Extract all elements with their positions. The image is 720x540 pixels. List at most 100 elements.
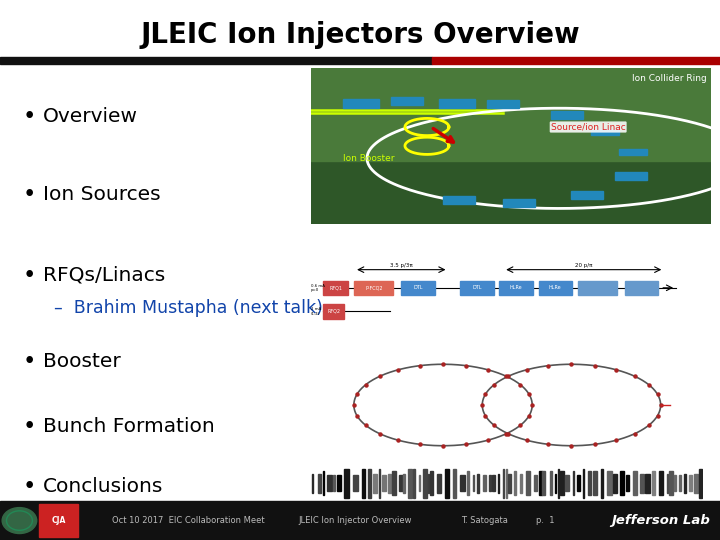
Bar [508,474,511,493]
Bar [625,281,658,295]
Bar [565,475,569,491]
Text: P-FCQ2: P-FCQ2 [365,285,382,291]
Bar [318,474,320,493]
Bar [615,172,647,180]
Text: Conclusions: Conclusions [43,476,163,496]
Bar [311,68,711,161]
Bar [600,469,603,498]
Text: Ion Sources: Ion Sources [43,185,161,204]
Text: Overview: Overview [43,106,138,126]
Text: DTL: DTL [413,285,423,291]
Bar [408,469,412,498]
Text: •: • [23,264,37,287]
Bar [336,475,341,491]
Bar [354,281,393,295]
Circle shape [2,508,37,534]
Bar [487,100,519,108]
Bar [460,475,465,491]
Bar [323,281,348,295]
Bar [443,196,475,204]
Bar [503,469,504,498]
Bar [577,475,580,491]
Bar [343,99,379,108]
Bar [0,57,432,64]
Text: 2 mA
(1:4): 2 mA (1:4) [311,307,321,316]
Bar [684,474,686,493]
Bar [392,471,396,496]
Bar [401,281,435,295]
Bar [588,471,591,496]
Bar [492,475,495,491]
Bar [551,111,582,119]
Bar [660,471,662,496]
Text: –  Brahim Mustapha (next talk): – Brahim Mustapha (next talk) [54,299,323,317]
Bar [652,471,655,496]
Bar [436,474,441,493]
Bar [583,469,585,498]
Bar [590,129,618,135]
Text: •: • [23,183,37,206]
Bar [593,471,597,496]
Text: JLEIC Ion Injectors Overview: JLEIC Ion Injectors Overview [140,21,580,49]
Bar [503,199,535,207]
Bar [500,281,533,295]
Bar [413,469,415,498]
Bar [506,469,508,498]
Text: RFQ2: RFQ2 [327,309,340,314]
Bar [674,475,676,491]
Bar [571,191,603,199]
Bar [467,471,469,496]
Bar [403,474,405,493]
Bar [382,475,386,491]
Bar [520,474,522,493]
Bar [432,57,720,64]
Text: JLEIC Ion Injector Overview: JLEIC Ion Injector Overview [299,516,413,525]
Bar [400,475,402,491]
Bar [578,281,617,295]
Bar [311,161,711,224]
Text: HLRe: HLRe [549,285,562,291]
Text: •: • [23,350,37,373]
Bar [428,474,429,493]
Bar [539,281,572,295]
Bar [626,475,629,491]
Bar [645,474,650,493]
Bar [482,475,487,491]
Bar [559,471,564,496]
Text: Booster: Booster [43,352,121,372]
Bar [323,471,325,496]
Text: DTL: DTL [472,285,482,291]
Bar [477,474,480,493]
Bar [618,149,647,155]
Text: RFQ1: RFQ1 [329,285,342,291]
Bar [573,471,574,496]
Bar [328,475,332,491]
Bar [439,99,475,108]
Bar [344,469,349,498]
Bar [679,475,681,491]
Bar [534,475,536,491]
Text: CJA: CJA [51,516,66,525]
Bar [694,474,698,493]
Text: RFQs/Linacs: RFQs/Linacs [43,266,166,285]
Text: HLRe: HLRe [510,285,523,291]
Bar [620,471,624,496]
Bar [460,281,493,295]
Text: Oct 10 2017  EIC Collaboration Meet: Oct 10 2017 EIC Collaboration Meet [112,516,264,525]
Bar [39,504,78,537]
Bar [454,469,456,498]
Text: 20 p/π: 20 p/π [575,263,593,268]
Bar [539,471,541,496]
Bar [431,471,433,496]
Text: •: • [23,475,37,497]
Text: Ion Booster: Ion Booster [343,154,395,163]
Bar [526,471,530,496]
Bar [549,471,552,496]
Bar [323,304,344,319]
Text: 0.6 mA
p=0: 0.6 mA p=0 [311,284,325,292]
Bar [445,469,449,498]
Bar [419,475,420,491]
Bar [689,475,692,491]
Bar [391,97,423,105]
Bar [667,474,668,493]
